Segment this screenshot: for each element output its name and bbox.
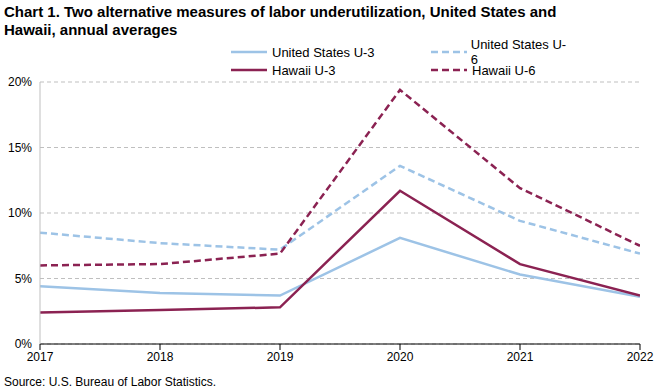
html-text:Source: U.S. Bureau of Labor S: Source: U.S. Bureau of Labor Statistics. <box>4 375 217 389</box>
html-text:Hawaii U-6: Hawaii U-6 <box>472 62 536 78</box>
svg-text:15%: 15% <box>8 141 32 155</box>
svg-text:2021: 2021 <box>507 350 534 364</box>
svg-text:2018: 2018 <box>147 350 174 364</box>
svg-text:2019: 2019 <box>267 350 294 364</box>
html-text:Chart 1. Two alternative measu: Chart 1. Two alternative measures of lab… <box>4 3 557 38</box>
svg-text:2022: 2022 <box>627 350 654 364</box>
svg-text:10%: 10% <box>8 206 32 220</box>
svg-text:5%: 5% <box>15 272 33 286</box>
svg-text:0%: 0% <box>15 337 33 351</box>
svg-text:20%: 20% <box>8 75 32 89</box>
html-text:Hawaii U-3: Hawaii U-3 <box>272 62 336 78</box>
html-text:United States U-3: United States U-3 <box>272 44 375 60</box>
svg-text:2020: 2020 <box>387 350 414 364</box>
svg-text:2017: 2017 <box>27 350 54 364</box>
html-text:United States U-6: United States U-6 <box>470 37 567 67</box>
